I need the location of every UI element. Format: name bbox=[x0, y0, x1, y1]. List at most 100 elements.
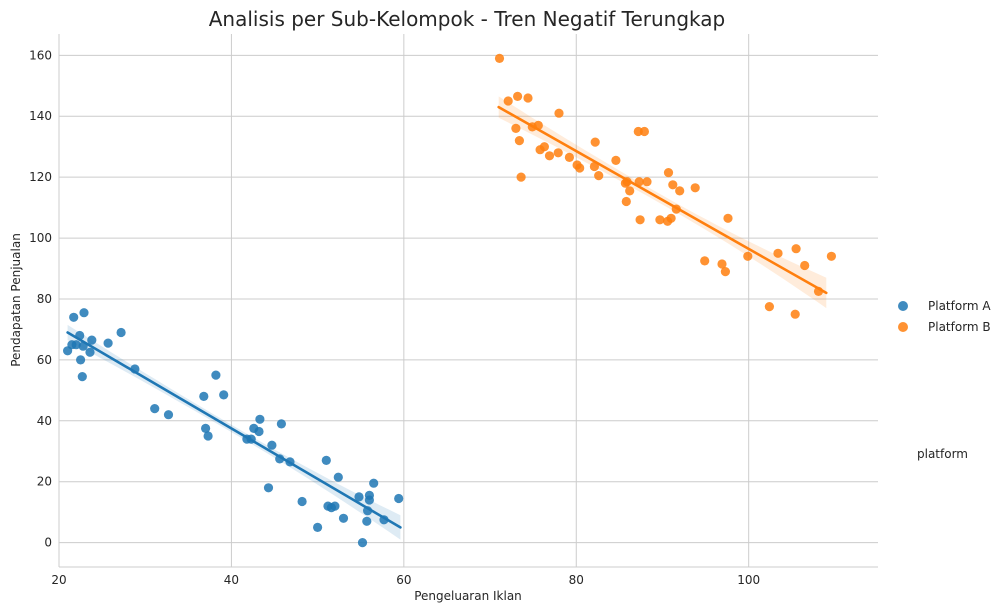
regression-line-platform-b bbox=[497, 105, 828, 295]
legend-marker-platform-b bbox=[898, 322, 908, 332]
y-tick-label: 100 bbox=[29, 231, 52, 245]
data-point-platform-a bbox=[103, 338, 113, 348]
y-tick-label: 120 bbox=[29, 170, 52, 184]
data-point-platform-a bbox=[394, 493, 404, 504]
tick-labels: 20 40 60 80 100 0 20 40 60 80 100 120 140 160 bbox=[29, 48, 760, 587]
data-point-platform-b bbox=[503, 96, 513, 106]
data-point-platform-b bbox=[720, 267, 731, 277]
grid-lines bbox=[58, 34, 878, 567]
data-point-platform-b bbox=[642, 177, 652, 187]
data-point-platform-b bbox=[700, 256, 710, 266]
data-point-platform-a bbox=[255, 414, 265, 424]
confidence-bands bbox=[67, 96, 827, 540]
data-point-platform-b bbox=[743, 251, 753, 261]
data-point-platform-b bbox=[611, 155, 621, 165]
data-point-platform-b bbox=[668, 180, 678, 190]
axes bbox=[58, 34, 878, 568]
data-point-platform-a bbox=[254, 426, 264, 437]
data-point-platform-b bbox=[513, 91, 523, 101]
data-point-platform-b bbox=[564, 152, 575, 162]
data-point-platform-b bbox=[666, 213, 676, 223]
confidence-band-platform-a bbox=[67, 324, 401, 540]
chart-title: Analisis per Sub-Kelompok - Tren Negatif… bbox=[209, 7, 725, 31]
data-point-platform-a bbox=[76, 355, 86, 365]
data-point-platform-b bbox=[625, 186, 635, 196]
data-point-platform-b bbox=[494, 53, 505, 64]
data-point-platform-b bbox=[663, 168, 674, 178]
data-point-platform-b bbox=[791, 244, 801, 254]
y-tick-label: 0 bbox=[44, 536, 52, 550]
data-point-platform-a bbox=[276, 419, 286, 429]
data-point-platform-b bbox=[575, 163, 585, 173]
data-point-platform-b bbox=[764, 302, 775, 312]
data-point-platform-a bbox=[313, 522, 323, 533]
legend-label-platform-a: Platform A bbox=[928, 299, 991, 313]
data-point-platform-b bbox=[790, 309, 800, 319]
data-point-platform-b bbox=[723, 213, 733, 223]
y-tick-label: 140 bbox=[29, 109, 52, 123]
data-point-platform-a bbox=[321, 455, 331, 465]
data-point-platform-a bbox=[163, 410, 174, 420]
data-point-platform-a bbox=[364, 490, 374, 500]
data-point-platform-a bbox=[267, 440, 277, 450]
data-point-platform-b bbox=[675, 186, 685, 196]
data-point-platform-b bbox=[621, 196, 631, 207]
data-point-platform-a bbox=[71, 340, 81, 350]
data-point-platform-b bbox=[554, 108, 564, 118]
data-point-platform-a bbox=[85, 347, 95, 357]
data-point-platform-b bbox=[639, 126, 650, 137]
legend-label-platform-b: Platform B bbox=[928, 320, 991, 334]
y-axis-label: Pendapatan Penjualan bbox=[9, 233, 23, 367]
data-point-platform-a bbox=[116, 327, 126, 338]
data-point-platform-b bbox=[511, 123, 521, 133]
data-point-platform-a bbox=[150, 404, 160, 414]
data-point-platform-b bbox=[594, 171, 604, 181]
x-axis-label: Pengeluaran Iklan bbox=[414, 589, 522, 603]
data-point-platform-b bbox=[589, 161, 600, 172]
data-point-platform-b bbox=[800, 260, 810, 271]
data-point-platform-b bbox=[635, 215, 645, 225]
data-point-platform-a bbox=[77, 372, 87, 382]
data-point-platform-a bbox=[357, 538, 368, 548]
y-tick-label: 40 bbox=[37, 414, 52, 428]
data-point-platform-a bbox=[263, 483, 274, 493]
data-point-platform-a bbox=[201, 423, 211, 433]
data-point-platform-b bbox=[773, 248, 783, 258]
data-point-platform-b bbox=[544, 151, 555, 161]
legend-marker-platform-a bbox=[898, 301, 908, 311]
data-points bbox=[63, 53, 837, 548]
data-point-platform-a bbox=[79, 308, 89, 318]
data-point-platform-a bbox=[338, 513, 349, 523]
data-point-platform-a bbox=[369, 478, 379, 488]
data-point-platform-a bbox=[297, 496, 307, 507]
data-point-platform-a bbox=[333, 472, 343, 482]
data-point-platform-b bbox=[553, 148, 563, 158]
data-point-platform-a bbox=[199, 391, 209, 401]
data-point-platform-a bbox=[203, 431, 213, 441]
data-point-platform-b bbox=[514, 136, 525, 146]
y-tick-label: 80 bbox=[37, 292, 52, 306]
regression-line-platform-a bbox=[66, 331, 402, 529]
data-point-platform-b bbox=[655, 215, 665, 225]
legend: platform Platform A Platform B bbox=[898, 299, 991, 461]
data-point-platform-b bbox=[690, 183, 700, 193]
data-point-platform-b bbox=[826, 251, 837, 261]
x-tick-label: 80 bbox=[569, 573, 584, 587]
data-point-platform-a bbox=[354, 492, 364, 502]
data-point-platform-a bbox=[211, 370, 221, 380]
confidence-band-platform-b bbox=[498, 96, 827, 309]
x-tick-label: 100 bbox=[737, 573, 760, 587]
regression-lines bbox=[66, 105, 828, 529]
data-point-platform-b bbox=[516, 172, 526, 182]
data-point-platform-a bbox=[330, 501, 340, 511]
data-point-platform-a bbox=[219, 390, 229, 400]
y-tick-label: 160 bbox=[29, 48, 52, 62]
data-point-platform-b bbox=[523, 93, 533, 103]
x-tick-label: 20 bbox=[51, 573, 66, 587]
data-point-platform-b bbox=[717, 259, 727, 269]
data-point-platform-b bbox=[590, 137, 600, 147]
data-point-platform-a bbox=[69, 312, 79, 322]
y-tick-label: 60 bbox=[37, 353, 52, 367]
y-tick-label: 20 bbox=[37, 475, 52, 489]
